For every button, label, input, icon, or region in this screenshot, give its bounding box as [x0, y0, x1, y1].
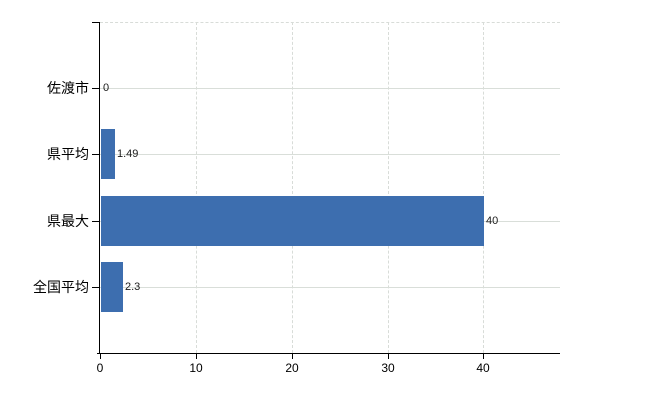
vertical-gridline — [195, 22, 197, 353]
plot-top-border — [100, 22, 560, 23]
bar-value-label: 1.49 — [117, 148, 139, 160]
y-axis-top-tick — [92, 22, 100, 23]
bar-value-label: 2.3 — [125, 281, 141, 293]
category-label: 県平均 — [47, 146, 89, 162]
category-label: 佐渡市 — [47, 80, 89, 96]
y-axis-tick — [92, 88, 100, 89]
vertical-gridline — [387, 22, 389, 353]
category-label: 全国平均 — [33, 279, 89, 295]
bar — [101, 196, 484, 246]
x-axis-tick-label: 20 — [285, 361, 299, 375]
y-axis-tick — [92, 287, 100, 288]
y-axis — [99, 22, 100, 354]
bar-value-label: 40 — [486, 215, 499, 227]
x-axis-tick-label: 0 — [96, 361, 104, 375]
x-axis-tick — [483, 354, 484, 359]
x-axis-tick — [196, 354, 197, 359]
y-axis-tick — [92, 221, 100, 222]
y-axis-tick — [92, 154, 100, 155]
bar — [101, 129, 115, 179]
x-axis — [97, 353, 560, 354]
vertical-gridline — [291, 22, 293, 353]
category-row-gridline — [100, 88, 560, 89]
x-axis-tick-label: 30 — [381, 361, 395, 375]
category-row-gridline — [100, 287, 560, 288]
category-label: 県最大 — [47, 213, 89, 229]
x-axis-tick — [388, 354, 389, 359]
x-axis-tick-label: 40 — [476, 361, 490, 375]
x-axis-tick-label: 10 — [189, 361, 203, 375]
vertical-gridline — [483, 22, 485, 353]
bar — [101, 262, 123, 312]
bar-value-label: 0 — [103, 82, 110, 94]
x-axis-tick — [292, 354, 293, 359]
x-axis-tick — [100, 354, 101, 359]
category-row-gridline — [100, 154, 560, 155]
